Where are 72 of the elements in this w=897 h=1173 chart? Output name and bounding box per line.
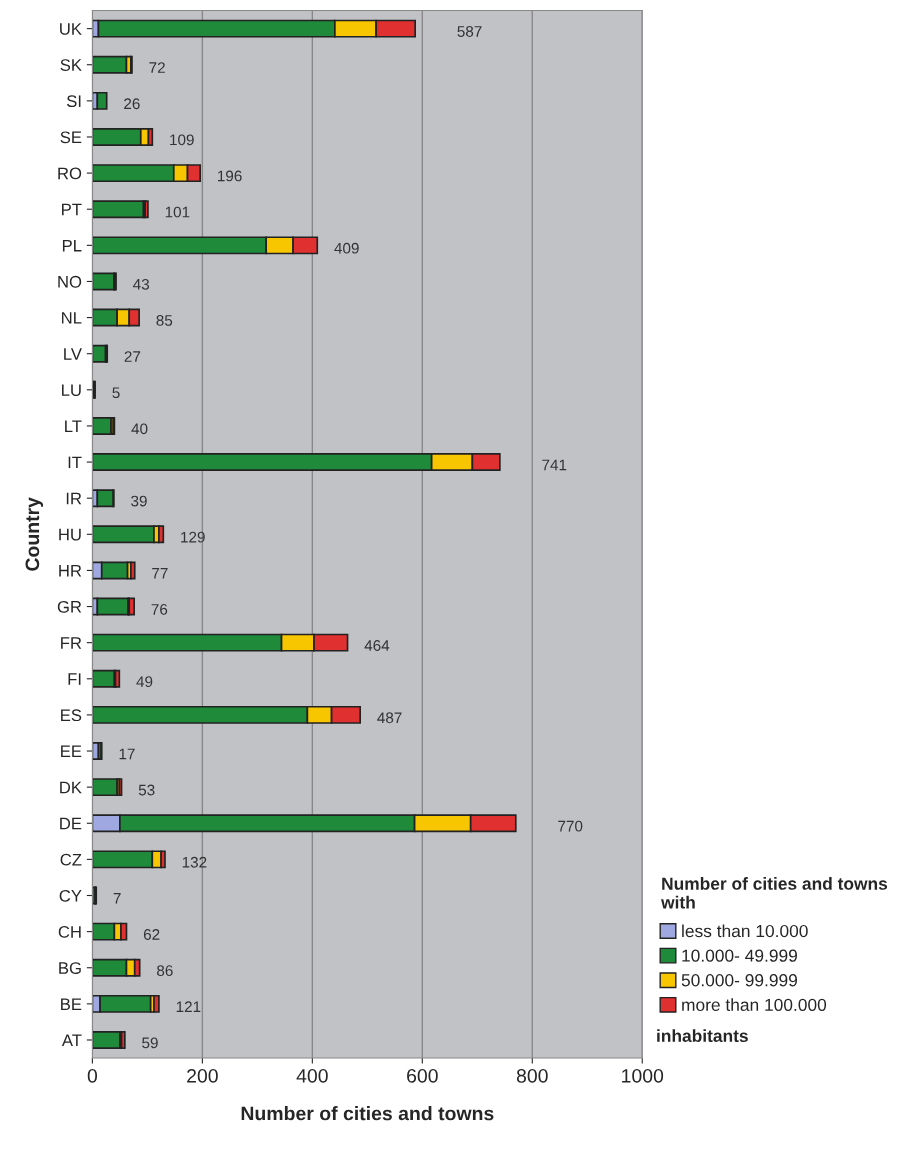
total-label: 39 [131,495,147,507]
y-axis-title: Country [25,497,44,571]
total-label: 27 [124,351,141,362]
y-tick-label: SE [60,131,82,144]
y-tick-label: RO [58,167,82,180]
total-label: 196 [218,170,242,182]
y-tick-label: BE [61,998,82,1010]
legend-title: Number of cities and towns with [661,877,888,909]
text: inhabitants [657,1029,748,1043]
total-label: 109 [170,134,194,146]
y-tick-label: IT [68,456,82,469]
y-tick-label: PL [62,239,82,252]
total-label: 741 [542,459,567,471]
y-tick-label: ES [61,709,82,722]
total-label: 17 [119,748,135,760]
y-tick-label: NO [58,275,82,288]
y-tick-label: SK [60,59,82,71]
y-tick-label: LU [62,384,81,397]
y-tick-label: UK [60,23,82,35]
total-label: 43 [133,278,150,290]
legend-label: more than 100.000 [682,998,827,1012]
y-tick-label: EE [61,745,82,758]
total-label: 770 [558,820,583,832]
y-tick-label: CZ [60,853,82,866]
legend-label: 10.000- 49.999 [682,949,798,962]
y-tick-label: HR [59,564,82,577]
total-label: 85 [156,315,173,326]
total-label: 129 [181,531,205,543]
total-label: 40 [131,423,148,435]
total-label: 487 [377,712,402,724]
x-tick-label: 200 [187,1068,218,1083]
total-label: 464 [364,640,390,651]
total-label: 121 [176,1001,201,1012]
y-tick-label: IR [66,492,82,505]
total-label: 132 [182,856,207,868]
total-label: 53 [138,784,155,796]
y-tick-label: HU [59,528,81,541]
total-label: 62 [143,929,160,940]
x-axis-title: Number of cities and towns [241,1106,494,1121]
total-label: 409 [334,242,359,254]
y-tick-label: DE [60,817,82,830]
x-tick-label: 0 [87,1068,98,1083]
x-tick-label: 1000 [622,1068,664,1083]
y-tick-label: FI [68,673,81,685]
total-label: 7 [113,893,121,904]
y-tick-label: NL [62,312,82,324]
y-tick-label: FR [61,637,82,649]
x-tick-label: 400 [296,1068,328,1083]
y-tick-label: SI [66,95,81,108]
total-label: 77 [152,568,168,579]
x-tick-label: 800 [516,1068,548,1083]
y-tick-label: GR [57,600,82,613]
total-label: 5 [112,387,120,399]
total-label: 59 [142,1037,158,1049]
total-label: 587 [457,26,482,37]
total-label: 72 [149,62,165,73]
total-label: 86 [157,965,173,977]
y-tick-label: DK [60,781,82,794]
legend-label: less than 10.000 [682,924,808,938]
total-label: 101 [165,206,190,218]
total-label: 76 [151,603,168,615]
y-tick-label: AT [61,1034,82,1047]
legend-label: 50.000- 99.999 [681,974,798,987]
total-label: 26 [124,98,140,110]
y-tick-label: CY [59,889,82,902]
y-tick-label: LV [64,348,82,360]
y-tick-label: LT [65,420,82,432]
y-tick-label: CH [58,926,81,938]
y-tick-label: BG [59,962,81,974]
x-tick-label: 600 [407,1068,438,1083]
total-label: 49 [136,676,153,688]
y-tick-label: PT [62,203,82,216]
